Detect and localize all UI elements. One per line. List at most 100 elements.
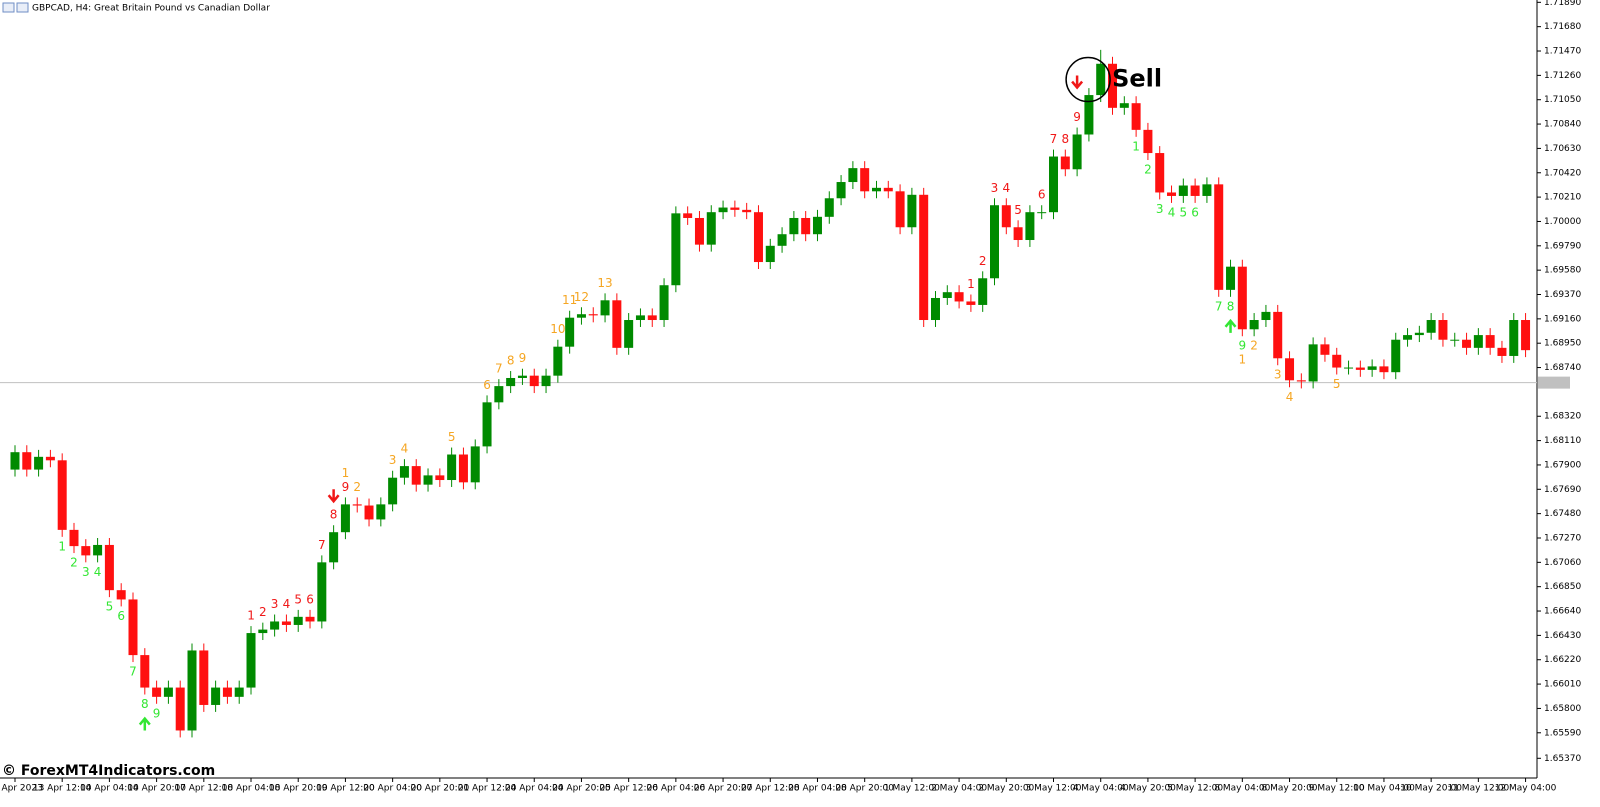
candle-body xyxy=(234,687,244,697)
count-label: 4 xyxy=(401,442,409,456)
y-tick-label: 1.70630 xyxy=(1544,144,1581,154)
candle-body xyxy=(1273,311,1283,359)
candle-body xyxy=(1060,156,1070,170)
y-tick-label: 1.69580 xyxy=(1544,266,1581,276)
candle-body xyxy=(1226,266,1236,290)
count-label: 8 xyxy=(507,354,515,368)
watermark: © ForexMT4Indicators.com xyxy=(2,763,215,779)
count-label: 9 xyxy=(519,351,527,365)
candle-body xyxy=(801,217,811,235)
x-tick-label: 18 Apr 20:00 xyxy=(269,784,328,794)
candle-body xyxy=(612,300,622,348)
count-label: 7 xyxy=(318,538,326,552)
count-label: 4 xyxy=(283,597,291,611)
candle-body xyxy=(1190,185,1200,196)
candle-body xyxy=(423,475,433,485)
candle-body xyxy=(1296,380,1306,382)
candle-body xyxy=(1001,205,1011,228)
candle-body xyxy=(930,297,940,321)
count-label: 9 xyxy=(1073,110,1081,124)
count-label: 7 xyxy=(1215,299,1223,313)
count-label: 2 xyxy=(979,254,987,268)
y-tick-label: 1.65590 xyxy=(1544,728,1581,738)
y-tick-label: 1.65800 xyxy=(1544,704,1581,714)
candle-body xyxy=(848,168,858,183)
y-tick-label: 1.70840 xyxy=(1544,120,1581,130)
candle-body xyxy=(1096,63,1106,96)
candle-body xyxy=(281,621,291,625)
candle-body xyxy=(1119,103,1129,108)
candle-body xyxy=(860,168,870,192)
y-tick-label: 1.67480 xyxy=(1544,509,1581,519)
candle-body xyxy=(411,466,421,485)
y-tick-label: 1.71470 xyxy=(1544,47,1581,57)
x-tick-label: 12 May 04:00 xyxy=(1495,784,1557,794)
candle-body xyxy=(1214,184,1224,290)
x-tick-label: 25 Apr 12:00 xyxy=(599,784,658,794)
y-tick-label: 1.66850 xyxy=(1544,582,1581,592)
count-label: 3 xyxy=(271,597,279,611)
candle-body xyxy=(966,301,976,305)
count-label: 3 xyxy=(1156,202,1164,216)
count-label: 7 xyxy=(1050,132,1058,146)
count-label: 11 xyxy=(562,293,577,307)
y-tick-label: 1.67690 xyxy=(1544,485,1581,495)
candle-body xyxy=(883,187,893,192)
candle-body xyxy=(1509,320,1519,356)
count-label: 8 xyxy=(1227,299,1235,313)
count-label: 7 xyxy=(495,362,503,376)
x-tick-label: 12 Apr 2023 xyxy=(0,784,43,794)
count-label: 6 xyxy=(1191,205,1199,219)
candle-body xyxy=(1391,339,1401,373)
x-tick-label: 10 May 20:00 xyxy=(1400,784,1462,794)
count-label: 7 xyxy=(129,665,137,679)
candle-body xyxy=(470,446,480,483)
x-tick-label: 5 May 12:00 xyxy=(1167,784,1223,794)
candle-body xyxy=(1473,335,1483,348)
candle-body xyxy=(919,194,929,321)
candle-body xyxy=(836,182,846,199)
candle-body xyxy=(458,454,468,483)
count-label: 2 xyxy=(1250,339,1258,353)
candle-body xyxy=(305,616,315,622)
candle-body xyxy=(69,529,79,547)
signal-label: Sell xyxy=(1112,65,1162,93)
candle-body xyxy=(1084,95,1094,135)
candle-body xyxy=(1261,311,1271,321)
x-tick-label: 2 May 20:00 xyxy=(978,784,1034,794)
candle-body xyxy=(258,629,268,634)
count-label: 2 xyxy=(1144,163,1152,177)
count-label: 1 xyxy=(247,609,255,623)
candle-body xyxy=(565,317,575,347)
candle-body xyxy=(978,278,988,305)
count-label: 5 xyxy=(294,592,302,606)
count-label: 6 xyxy=(306,592,314,606)
candle-body xyxy=(529,375,539,387)
candle-body xyxy=(576,314,586,318)
candle-body xyxy=(175,687,185,731)
candle-body xyxy=(1414,332,1424,336)
y-tick-label: 1.67270 xyxy=(1544,533,1581,543)
x-tick-label: 1 May 12:00 xyxy=(884,784,940,794)
candle-body xyxy=(317,562,327,622)
y-tick-label: 1.69160 xyxy=(1544,314,1581,324)
candle-body xyxy=(45,456,55,461)
count-label: 5 xyxy=(106,600,114,614)
x-tick-label: 13 Apr 12:00 xyxy=(33,784,92,794)
y-tick-label: 1.66220 xyxy=(1544,655,1581,665)
signal-circle xyxy=(1065,56,1111,103)
count-label: 4 xyxy=(94,565,102,579)
candle-body xyxy=(517,375,527,378)
y-tick-label: 1.68740 xyxy=(1544,363,1581,373)
candle-body xyxy=(1072,134,1082,170)
x-tick-label: 4 May 04:00 xyxy=(1073,784,1129,794)
candle-body xyxy=(1108,63,1118,108)
candle-body xyxy=(812,216,822,235)
candle-body xyxy=(435,475,445,481)
candle-body xyxy=(694,217,704,245)
x-tick-label: 28 Apr 04:00 xyxy=(788,784,847,794)
x-tick-label: 3 May 12:00 xyxy=(1026,784,1082,794)
candle-body xyxy=(10,452,20,470)
candle-body xyxy=(1131,103,1141,130)
